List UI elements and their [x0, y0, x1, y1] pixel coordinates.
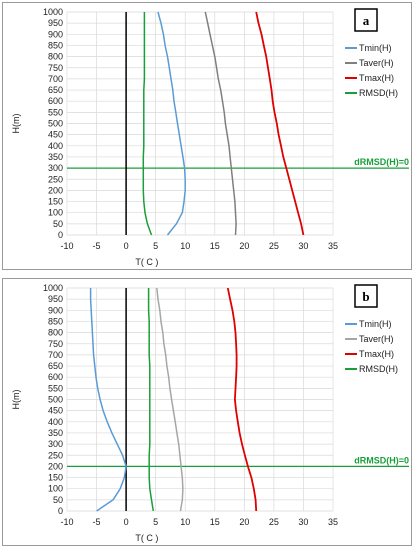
chart-b-panel-badge-label: b	[362, 289, 369, 304]
chart-b-y-tick-label: 900	[48, 305, 63, 315]
chart-a-y-tick-label: 950	[48, 18, 63, 28]
chart-a-y-tick-label: 900	[48, 29, 63, 39]
chart-a-x-tick-label: 20	[239, 241, 249, 251]
chart-b-x-tick-label: 10	[180, 517, 190, 527]
chart-b-legend-label: RMSD(H)	[359, 364, 398, 374]
chart-a-y-tick-label: 0	[58, 230, 63, 240]
chart-a-legend-label: Tmax(H)	[359, 73, 394, 83]
chart-a-panel-badge-label: a	[363, 13, 370, 28]
chart-b-y-tick-label: 50	[53, 495, 63, 505]
chart-a-legend-label: Taver(H)	[359, 58, 394, 68]
chart-a-y-tick-label: 200	[48, 185, 63, 195]
chart-a-y-axis-label: H(m)	[11, 114, 21, 134]
chart-a-x-tick-label: 35	[328, 241, 338, 251]
chart-b-y-tick-label: 400	[48, 417, 63, 427]
chart-a-y-tick-label: 500	[48, 119, 63, 129]
chart-b-y-tick-label: 100	[48, 484, 63, 494]
chart-b-x-tick-label: 15	[210, 517, 220, 527]
chart-a-y-tick-label: 450	[48, 130, 63, 140]
chart-a-y-tick-label: 1000	[43, 7, 63, 17]
chart-a-x-tick-label: 0	[124, 241, 129, 251]
chart-b-x-tick-label: -5	[93, 517, 101, 527]
chart-panel-b: -10 -5 0 5 10 15 20 25 30 35 0 50 100 150 200 250 300 350…	[2, 278, 412, 546]
chart-b-x-tick-label: 30	[298, 517, 308, 527]
chart-a-series-line-tmaxh	[255, 11, 305, 236]
chart-b-y-tick-label: 250	[48, 450, 63, 460]
chart-a-y-tick-label: 100	[48, 208, 63, 218]
chart-b-panel-badge-box	[354, 284, 378, 308]
chart-b-series-line-tminh	[89, 288, 127, 512]
chart-a-y-tick-label: 400	[48, 141, 63, 151]
chart-b-y-tick-label: 800	[48, 328, 63, 338]
chart-a-x-tick-label: 15	[210, 241, 220, 251]
chart-a-y-tick-label: 50	[53, 219, 63, 229]
chart-b-legend-label: Tmax(H)	[359, 349, 394, 359]
chart-a-x-axis-label: T( C )	[135, 257, 158, 267]
chart-b-x-tick-label: 35	[328, 517, 338, 527]
chart-a-x-tick-label: 5	[153, 241, 158, 251]
chart-b-y-tick-label: 750	[48, 339, 63, 349]
chart-a-x-tick-label: -10	[60, 241, 73, 251]
chart-b-legend-label: Tmin(H)	[359, 319, 392, 329]
chart-a-y-tick-label: 750	[48, 63, 63, 73]
chart-b-y-axis-label: H(m)	[11, 390, 21, 410]
chart-a-x-tick-label: 10	[180, 241, 190, 251]
chart-a-y-tick-label: 150	[48, 197, 63, 207]
chart-a-series-line-rmsdh	[142, 12, 153, 236]
chart-b-y-tick-label: 450	[48, 406, 63, 416]
chart-b-y-tick-label: 700	[48, 350, 63, 360]
chart-a-drmsd-annotation: dRMSD(H)=0	[354, 157, 409, 167]
chart-b-y-tick-label: 600	[48, 372, 63, 382]
chart-b-y-tick-label: 550	[48, 383, 63, 393]
chart-b-x-tick-label: 20	[239, 517, 249, 527]
chart-b-y-tick-label: 150	[48, 473, 63, 483]
chart-b-svg: -10 -5 0 5 10 15 20 25 30 35050100150200250300350…	[11, 283, 409, 543]
chart-b-y-tick-label: 350	[48, 428, 63, 438]
chart-a-y-tick-label: 350	[48, 152, 63, 162]
chart-b-y-tick-label: 650	[48, 361, 63, 371]
chart-b-y-tick-label: 1000	[43, 283, 63, 293]
chart-a-y-tick-label: 650	[48, 85, 63, 95]
chart-b-y-tick-label: 500	[48, 395, 63, 405]
chart-b-x-tick-label: 5	[153, 517, 158, 527]
chart-a-y-tick-label: 250	[48, 174, 63, 184]
chart-b-x-tick-label: -10	[60, 517, 73, 527]
chart-a-x-tick-label: 25	[269, 241, 279, 251]
chart-b-x-tick-label: 25	[269, 517, 279, 527]
chart-b-y-tick-label: 850	[48, 316, 63, 326]
chart-b-y-tick-label: 300	[48, 439, 63, 449]
chart-a-y-tick-label: 700	[48, 74, 63, 84]
chart-b-drmsd-annotation: dRMSD(H)=0	[354, 455, 409, 465]
chart-a-svg: -10 -5 0 5 10 15 20 25 30 35050100150200250300350…	[11, 7, 409, 267]
chart-b-series-line-rmsdh	[147, 288, 155, 512]
chart-panel-a: -10 -5 0 5 10 15 20 25 30 35 0 50 100 150 200 250 300 350…	[2, 2, 412, 270]
chart-a-y-tick-label: 600	[48, 96, 63, 106]
chart-a-x-tick-label: -5	[93, 241, 101, 251]
chart-b-x-tick-label: 0	[124, 517, 129, 527]
chart-a-y-tick-label: 850	[48, 40, 63, 50]
chart-a-y-tick-label: 550	[48, 107, 63, 117]
chart-b-y-tick-label: 200	[48, 461, 63, 471]
chart-a-series-line-tminh	[157, 11, 186, 236]
chart-b-series-line-tmaxh	[226, 287, 258, 512]
chart-b-x-axis-label: T( C )	[135, 533, 158, 543]
chart-b-y-tick-label: 0	[58, 506, 63, 516]
chart-a-panel-badge-box	[354, 8, 378, 32]
chart-b-series-line-taverh	[156, 287, 184, 512]
chart-a-legend-label: Tmin(H)	[359, 43, 392, 53]
chart-a-series-line-taverh	[204, 11, 237, 236]
chart-a-y-tick-label: 300	[48, 163, 63, 173]
chart-a-x-tick-label: 30	[298, 241, 308, 251]
chart-a-y-tick-label: 800	[48, 52, 63, 62]
chart-a-legend-label: RMSD(H)	[359, 88, 398, 98]
chart-b-legend-label: Taver(H)	[359, 334, 394, 344]
chart-b-y-tick-label: 950	[48, 294, 63, 304]
